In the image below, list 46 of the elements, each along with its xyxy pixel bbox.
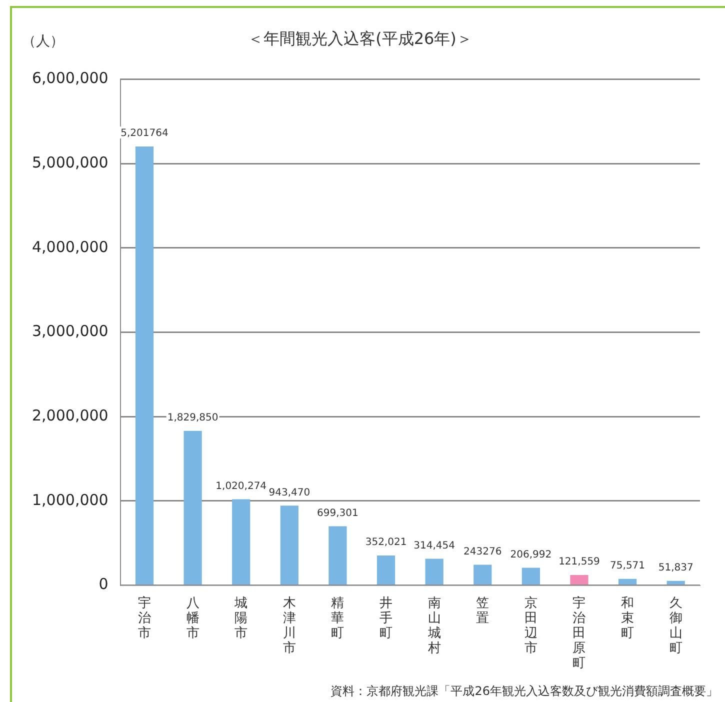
y-tick-label: 6,000,000 xyxy=(32,69,108,88)
bar xyxy=(328,526,347,584)
data-label: 75,571 xyxy=(610,560,646,572)
x-tick-label: 和束町 xyxy=(621,596,634,641)
chart-title: ＜年間観光入込客(平成26年)＞ xyxy=(248,28,472,48)
text: 資料：京都府観光課「平成26年観光入込客数及び観光消費額調査概要」 xyxy=(330,684,718,698)
bar xyxy=(280,506,298,584)
x-tick-label: 井手町 xyxy=(380,596,393,641)
y-tick-label: 4,000,000 xyxy=(32,238,108,256)
bar xyxy=(135,146,154,584)
bar xyxy=(522,568,540,584)
bar xyxy=(618,578,637,584)
bar xyxy=(474,564,492,584)
x-tick-label: 精華町 xyxy=(331,596,344,641)
y-tick-label: 5,000,000 xyxy=(32,153,108,172)
x-tick-label: 京田辺市 xyxy=(524,596,538,656)
data-label: 352,021 xyxy=(365,537,407,548)
y-tick-label: 0 xyxy=(98,575,108,594)
x-tick-label: 久御山町 xyxy=(669,596,682,656)
data-label: 943,470 xyxy=(268,487,310,498)
data-label: 1,829,850 xyxy=(167,412,218,424)
x-tick-label: 八幡市 xyxy=(186,596,200,641)
x-tick-label: 木津川市 xyxy=(282,596,296,656)
x-tick-label: 笠置 xyxy=(476,596,490,626)
data-label: 5,201764 xyxy=(120,128,168,140)
x-tick-label: 宇治田原町 xyxy=(572,595,586,671)
x-tick-label: 南山城村 xyxy=(426,596,441,656)
bar xyxy=(232,499,250,584)
data-label: 121,559 xyxy=(558,556,600,568)
x-tick-label: 宇治市 xyxy=(138,595,151,641)
bar xyxy=(425,558,444,584)
y-tick-label: 1,000,000 xyxy=(32,490,108,509)
y-tick-label: 3,000,000 xyxy=(32,322,108,340)
x-tick-label: 城陽市 xyxy=(234,596,248,641)
data-label: 699,301 xyxy=(317,508,358,519)
bar xyxy=(184,430,202,584)
data-label: 314,454 xyxy=(414,540,455,552)
data-label: 243276 xyxy=(464,546,502,558)
bar xyxy=(666,580,685,584)
y-tick-label: 2,000,000 xyxy=(32,406,108,424)
data-label: 51,837 xyxy=(658,562,694,574)
data-label: 1,020,274 xyxy=(216,480,267,492)
data-label: 206,992 xyxy=(510,549,552,560)
bar xyxy=(570,574,588,584)
bar xyxy=(376,556,396,584)
y-axis-title: （人） xyxy=(22,34,64,50)
